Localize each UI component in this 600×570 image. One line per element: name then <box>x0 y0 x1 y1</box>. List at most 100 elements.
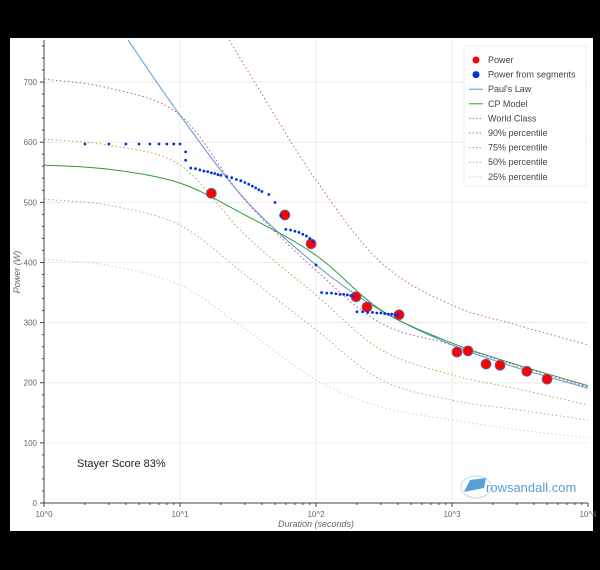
segment-point <box>314 263 318 267</box>
segment-point <box>379 311 383 315</box>
y-tick-label: 0 <box>33 499 38 508</box>
power-point <box>305 238 317 250</box>
axes: 0 100 200 300 400 500 600 700 10^0 10^1 10^2 10^3 10… <box>24 40 597 519</box>
y-tick-label: 700 <box>24 78 38 87</box>
power-from-segments-legend-swatch <box>472 71 480 79</box>
segment-point <box>184 158 188 162</box>
x-tick-label: 10^0 <box>35 510 53 519</box>
segment-point <box>293 229 297 233</box>
segment-point <box>383 312 387 315</box>
segment-point <box>172 142 176 146</box>
segment-point <box>165 142 169 146</box>
y-tick-label: 200 <box>24 379 38 388</box>
segment-point <box>209 171 213 175</box>
segment-point <box>189 166 193 170</box>
stayer-score: Stayer Score 83% <box>77 458 166 470</box>
segment-point <box>247 182 251 186</box>
segment-point <box>284 228 288 231</box>
segment-point <box>235 178 238 181</box>
y-tick-label: 400 <box>24 258 38 267</box>
x-tick-label: 10^2 <box>307 510 325 519</box>
segment-point <box>198 168 202 172</box>
segment-point <box>345 293 349 297</box>
90-percentile-legend-label: 90% percentile <box>488 128 548 138</box>
power-point <box>521 365 533 377</box>
y-tick-label: 300 <box>24 319 38 328</box>
x-axis-title: Duration (seconds) <box>278 519 354 529</box>
segment-point <box>311 240 315 244</box>
segment-point <box>83 142 87 146</box>
25-percentile-legend-label: 25% percentile <box>488 172 548 182</box>
power-legend-label: Power <box>488 55 514 65</box>
segment-point <box>267 193 271 196</box>
legend: Power Power from segments Paul's Law CP Mod… <box>463 45 587 187</box>
watermark-text: rowsandall.com <box>486 480 576 495</box>
segment-point <box>390 312 394 316</box>
25-percentile-curve <box>44 258 588 439</box>
75-percentile-curve <box>44 138 588 406</box>
segment-point <box>194 167 197 171</box>
segment-point <box>289 228 292 232</box>
power-point <box>361 301 373 313</box>
segment-point <box>137 142 141 146</box>
paul-s-law-curve <box>127 40 588 389</box>
segment-point <box>157 142 161 146</box>
segment-point <box>330 291 333 295</box>
segment-point <box>375 311 379 315</box>
rowsandall-logo: rowsandall.com <box>460 475 576 499</box>
power-point <box>462 345 474 357</box>
segment-point <box>239 179 243 183</box>
segment-point <box>230 176 234 180</box>
segment-point <box>206 170 210 174</box>
segment-point <box>301 232 305 236</box>
segment-point <box>334 292 338 296</box>
segment-point <box>349 294 353 297</box>
x-tick-label: 10^4 <box>579 510 597 519</box>
segment-point <box>124 142 128 146</box>
90-percentile-curve <box>44 78 588 388</box>
y-tick-label: 600 <box>24 138 38 147</box>
segment-point <box>279 214 283 217</box>
segment-point <box>305 234 308 238</box>
segment-point <box>352 294 356 298</box>
y-tick-label: 100 <box>24 439 38 448</box>
segment-point <box>250 184 254 188</box>
x-tick-label: 10^1 <box>171 510 189 519</box>
y-axis-title: Power (W) <box>12 251 22 294</box>
power-point <box>205 187 217 199</box>
75-percentile-legend-label: 75% percentile <box>488 143 548 153</box>
segment-point <box>243 181 247 184</box>
segment-point <box>308 237 312 240</box>
segment-point <box>213 172 217 175</box>
segment-point <box>396 313 400 317</box>
world-class-legend-label: World Class <box>488 113 537 123</box>
segment-point <box>371 310 374 314</box>
power-point <box>541 373 553 385</box>
marks <box>83 142 553 385</box>
cp-model-legend-label: CP Model <box>488 99 527 109</box>
power-point <box>451 346 463 358</box>
power-point <box>350 291 362 303</box>
x-tick-label: 10^3 <box>443 510 461 519</box>
segment-point <box>178 142 182 146</box>
power-from-segments-legend-label: Power from segments <box>488 70 576 80</box>
power-point <box>494 359 506 371</box>
segment-point <box>184 150 188 154</box>
segment-point <box>393 313 397 317</box>
world-class-curve <box>228 40 588 346</box>
paul-s-law-legend-label: Paul's Law <box>488 84 532 94</box>
50-percentile-legend-label: 50% percentile <box>488 157 548 167</box>
segment-point <box>342 292 346 296</box>
segment-point <box>320 291 324 294</box>
segment-point <box>273 200 277 204</box>
segment-point <box>254 186 258 190</box>
segment-point <box>338 292 342 296</box>
segment-point <box>355 310 359 314</box>
segment-point <box>148 142 152 146</box>
segment-point <box>219 173 223 177</box>
segment-point <box>260 190 264 193</box>
segment-point <box>257 188 261 192</box>
cp-model-curve <box>44 164 588 387</box>
curves <box>44 40 588 439</box>
